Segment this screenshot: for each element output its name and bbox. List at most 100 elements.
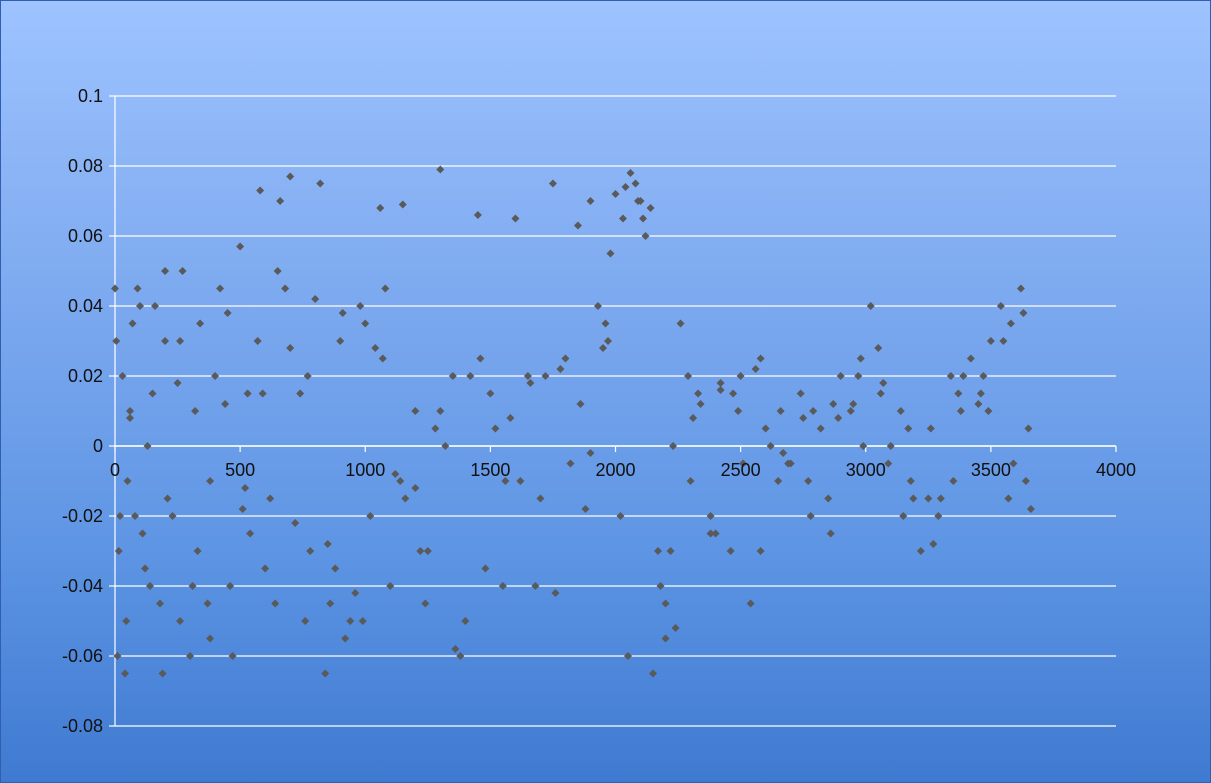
data-point xyxy=(411,407,420,415)
y-tick-label: 0.06 xyxy=(68,226,103,246)
data-point xyxy=(806,512,815,520)
data-point xyxy=(689,414,698,422)
data-point xyxy=(541,372,550,380)
data-point xyxy=(884,459,893,468)
y-tick-label: 0.04 xyxy=(68,296,103,316)
data-point xyxy=(398,200,407,209)
data-point xyxy=(323,540,332,548)
data-point xyxy=(411,484,420,492)
data-point xyxy=(423,547,432,555)
data-point xyxy=(163,494,172,503)
data-point xyxy=(451,645,460,653)
data-point xyxy=(974,400,983,408)
data-point xyxy=(286,172,295,181)
data-point xyxy=(246,529,255,538)
y-tick-label: 0.08 xyxy=(68,156,103,176)
data-point xyxy=(611,190,620,198)
data-point xyxy=(196,319,205,328)
data-point xyxy=(128,319,137,328)
data-point xyxy=(461,617,470,625)
data-point xyxy=(906,477,915,485)
data-point xyxy=(243,389,252,398)
data-point xyxy=(511,214,520,223)
x-tick-label: 1000 xyxy=(345,460,385,480)
data-point xyxy=(491,424,500,433)
data-point xyxy=(586,197,595,205)
data-point xyxy=(566,459,575,468)
data-point xyxy=(361,319,370,328)
data-point xyxy=(271,599,280,608)
data-points xyxy=(111,165,1035,678)
data-point xyxy=(161,337,170,345)
y-tick-label: 0.02 xyxy=(68,366,103,386)
data-point xyxy=(476,354,485,363)
data-point xyxy=(506,414,515,422)
data-point xyxy=(734,407,743,415)
data-point xyxy=(146,582,155,590)
axes xyxy=(109,95,1117,727)
data-point xyxy=(131,512,140,520)
data-point xyxy=(123,477,132,485)
data-point xyxy=(436,407,445,415)
data-point xyxy=(281,284,290,293)
data-point xyxy=(336,337,345,345)
data-point xyxy=(834,414,843,422)
data-point xyxy=(849,400,858,408)
data-point xyxy=(751,365,760,373)
x-tick-label: 3000 xyxy=(846,460,886,480)
data-point xyxy=(606,249,615,258)
data-point xyxy=(886,442,895,450)
data-point xyxy=(686,477,695,485)
data-point xyxy=(416,547,425,555)
data-point xyxy=(161,267,170,275)
data-point xyxy=(338,309,347,317)
data-point xyxy=(809,407,818,415)
data-point xyxy=(1016,284,1025,293)
data-point xyxy=(824,494,833,503)
data-point xyxy=(976,389,985,398)
data-point xyxy=(796,389,805,398)
data-point xyxy=(238,505,247,513)
data-point xyxy=(779,449,788,457)
data-point xyxy=(551,589,560,597)
data-point xyxy=(456,652,465,660)
data-point xyxy=(959,372,968,380)
data-point xyxy=(113,652,122,660)
data-point xyxy=(286,344,295,352)
data-point xyxy=(1024,424,1033,433)
data-point xyxy=(376,204,385,212)
data-point xyxy=(603,337,612,345)
data-point xyxy=(253,337,262,345)
data-point xyxy=(1019,309,1028,317)
y-tick-label: 0.1 xyxy=(78,86,103,106)
data-point xyxy=(826,529,835,538)
data-point xyxy=(486,389,495,398)
data-point xyxy=(138,529,147,538)
data-point xyxy=(228,652,237,660)
data-point xyxy=(671,624,680,632)
data-point xyxy=(501,477,510,485)
data-point xyxy=(531,582,540,590)
data-point xyxy=(371,344,380,352)
data-point xyxy=(924,494,933,503)
x-tick-label: 1500 xyxy=(470,460,510,480)
data-point xyxy=(899,512,908,520)
data-point xyxy=(516,477,525,485)
data-point xyxy=(829,400,838,408)
data-point xyxy=(666,547,675,555)
data-point xyxy=(999,337,1008,345)
data-point xyxy=(649,669,658,678)
data-point xyxy=(236,242,245,251)
data-point xyxy=(301,617,310,625)
data-point xyxy=(223,309,232,317)
data-point xyxy=(746,599,755,608)
data-point xyxy=(351,589,360,597)
data-point xyxy=(916,547,925,555)
data-point xyxy=(226,582,235,590)
data-point xyxy=(696,400,705,408)
data-point xyxy=(639,214,648,223)
data-point xyxy=(378,354,387,363)
data-point xyxy=(876,389,885,398)
data-point xyxy=(936,494,945,503)
